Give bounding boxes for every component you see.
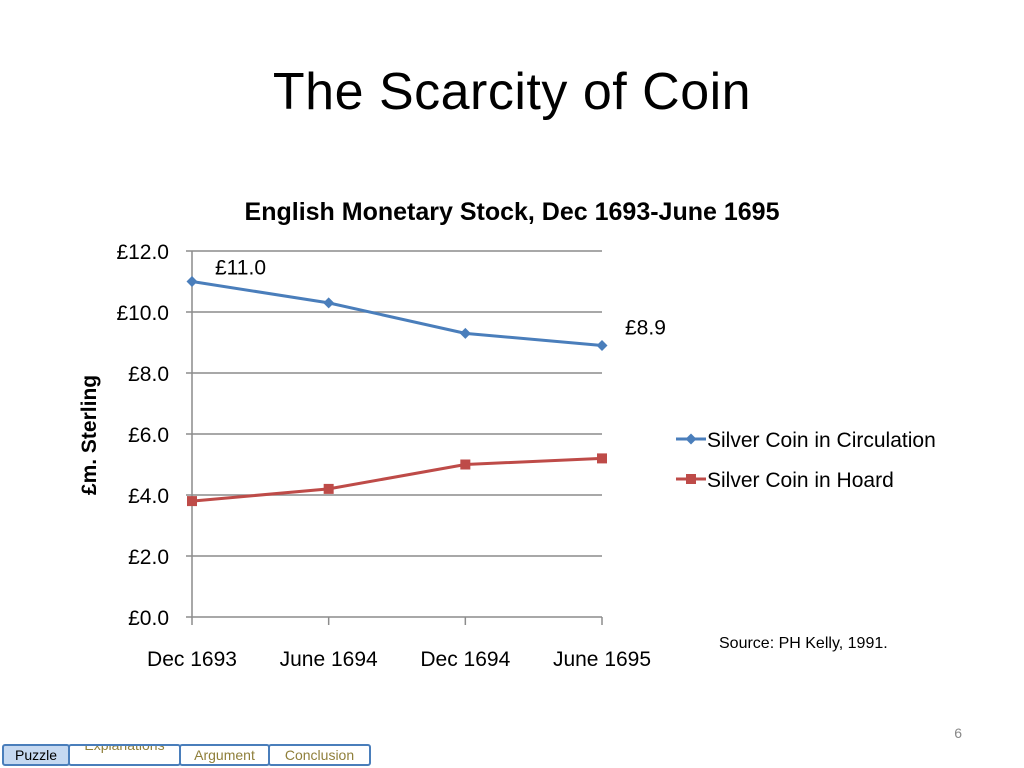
data-label: £8.9 xyxy=(625,317,666,340)
series-line xyxy=(191,456,603,503)
y-tick-label: £0.0 xyxy=(128,607,169,630)
series-0 xyxy=(186,276,608,352)
legend-item: Silver Coin in Hoard xyxy=(676,469,894,492)
data-point xyxy=(460,459,471,470)
nav-tab-explanations[interactable]: Explanations xyxy=(68,744,181,766)
chart-title: English Monetary Stock, Dec 1693-June 16… xyxy=(245,198,780,226)
nav-tab-label: Puzzle xyxy=(14,747,58,763)
x-tick-label: Dec 1694 xyxy=(420,648,510,671)
data-labels: £11.0 £8.9 xyxy=(215,257,666,340)
legend: Silver Coin in Circulation Silver Coin in… xyxy=(676,429,936,492)
data-label: £11.0 xyxy=(215,257,266,280)
data-point xyxy=(323,483,334,494)
axes: £0.0 £2.0 £4.0 £6.0 £8.0 £10.0 £12.0 Dec 1693 Ju… xyxy=(116,241,651,671)
y-tick-label: £2.0 xyxy=(128,546,169,569)
nav-tab-label: Explanations xyxy=(84,744,165,753)
gridlines xyxy=(192,250,602,557)
data-point xyxy=(597,453,607,464)
data-point xyxy=(186,276,198,287)
y-axis-label: £m. Sterling xyxy=(78,375,101,495)
y-tick-label: £8.0 xyxy=(128,363,169,386)
series-lines xyxy=(186,276,608,507)
x-tick-label: Dec 1693 xyxy=(147,648,237,671)
section-nav: Puzzle Explanations Argument Conclusion xyxy=(2,744,371,766)
legend-item: Silver Coin in Circulation xyxy=(676,429,936,452)
source-note: Source: PH Kelly, 1991. xyxy=(719,635,888,652)
page-number: 6 xyxy=(954,725,962,741)
nav-tab-puzzle[interactable]: Puzzle xyxy=(2,744,70,766)
data-point xyxy=(187,496,197,507)
y-tick-label: £12.0 xyxy=(116,241,169,264)
data-point xyxy=(596,340,608,352)
legend-label: Silver Coin in Hoard xyxy=(707,469,894,492)
y-tick-label: £4.0 xyxy=(128,485,169,508)
data-point xyxy=(459,327,471,339)
nav-tab-conclusion[interactable]: Conclusion xyxy=(268,744,371,766)
x-tick-label: June 1695 xyxy=(553,648,651,671)
legend-marker xyxy=(685,433,697,445)
nav-tab-argument[interactable]: Argument xyxy=(179,744,270,766)
slide-title: The Scarcity of Coin xyxy=(272,63,752,121)
x-tick-label: June 1694 xyxy=(280,648,378,671)
legend-marker xyxy=(686,474,696,484)
y-tick-label: £6.0 xyxy=(128,424,169,447)
y-tick-label: £10.0 xyxy=(116,302,169,325)
legend-label: Silver Coin in Circulation xyxy=(707,429,936,452)
nav-tab-label: Argument xyxy=(194,747,255,763)
series-line xyxy=(191,280,603,348)
series-1 xyxy=(187,453,607,507)
data-point xyxy=(323,297,335,309)
nav-tab-label: Conclusion xyxy=(284,747,355,763)
